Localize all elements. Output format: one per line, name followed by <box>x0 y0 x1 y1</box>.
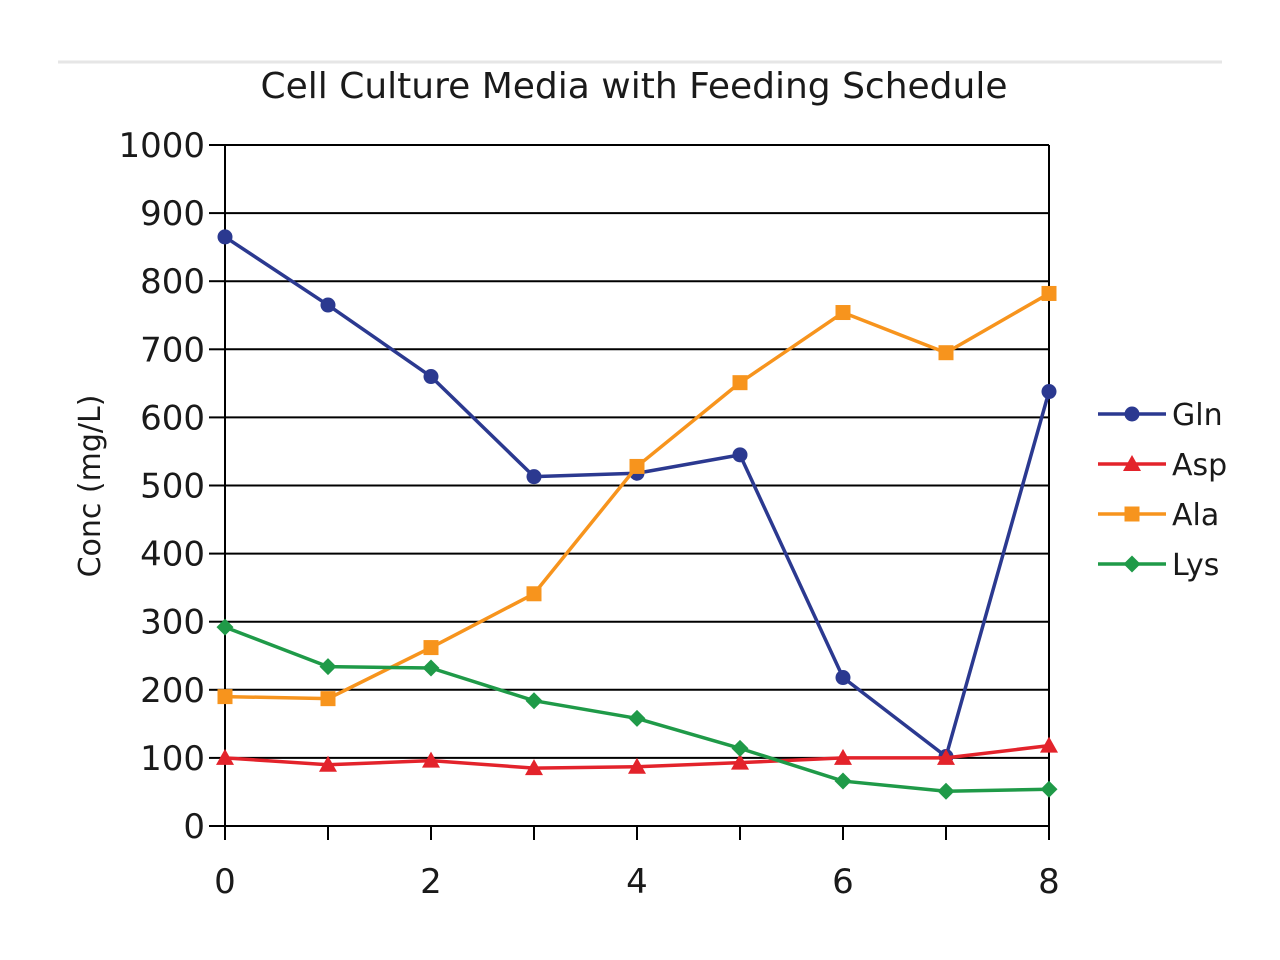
y-tick-label: 500 <box>140 467 205 507</box>
legend-item-lys: Lys <box>1098 548 1219 583</box>
legend-marker <box>1124 406 1140 422</box>
legend-label: Lys <box>1172 548 1219 583</box>
data-point-asp <box>628 757 646 774</box>
y-tick-label: 1000 <box>118 126 205 166</box>
data-point-lys <box>1040 780 1058 798</box>
series-line-gln <box>224 235 1051 759</box>
y-tick-label: 600 <box>140 398 205 438</box>
data-point-asp <box>731 753 749 770</box>
data-point-ala <box>732 375 748 391</box>
series-ala <box>217 285 1057 707</box>
y-tick-label: 200 <box>140 671 205 711</box>
data-point-asp <box>525 759 543 776</box>
x-tick-label: 6 <box>832 862 854 902</box>
data-point-gln <box>217 229 233 245</box>
x-tick-label: 4 <box>626 862 648 902</box>
y-axis-label: Conc (mg/L) <box>73 395 108 578</box>
data-point-asp <box>834 748 852 765</box>
chart-title: Cell Culture Media with Feeding Schedule <box>260 66 1007 107</box>
data-point-lys <box>834 772 852 790</box>
y-tick-labels: 0 100 200 300 400 500 600 700 800 900 1000 <box>118 126 205 847</box>
legend-marker <box>1123 555 1141 573</box>
data-point-lys <box>216 618 234 636</box>
legend-marker <box>1124 506 1140 522</box>
data-point-asp <box>937 748 955 765</box>
data-point-ala <box>835 305 851 321</box>
data-point-ala <box>629 458 645 474</box>
data-point-asp <box>1040 736 1058 753</box>
legend-label: Ala <box>1172 498 1219 533</box>
data-point-lys <box>525 692 543 710</box>
data-point-lys <box>319 658 337 676</box>
data-point-asp <box>216 748 234 765</box>
data-point-ala <box>217 689 233 705</box>
data-point-ala <box>1041 285 1057 301</box>
data-point-lys <box>628 709 646 727</box>
series-gln <box>217 229 1057 765</box>
series-lys <box>216 618 1058 800</box>
data-point-gln <box>423 369 439 385</box>
series-lines <box>216 229 1058 800</box>
data-point-lys <box>422 659 440 677</box>
y-tick-label: 900 <box>140 194 205 234</box>
data-point-gln <box>1041 384 1057 400</box>
series-asp <box>216 736 1058 776</box>
x-tick-labels: 0 2 4 6 8 <box>214 862 1060 902</box>
data-point-lys <box>731 739 749 757</box>
legend-marker <box>1123 455 1141 471</box>
data-point-gln <box>732 447 748 463</box>
data-point-gln <box>835 670 851 686</box>
legend: Gln Asp Ala Lys <box>1098 398 1227 583</box>
data-point-gln <box>526 469 542 485</box>
x-tick-label: 0 <box>214 862 236 902</box>
y-tick-label: 800 <box>140 262 205 302</box>
x-tick-label: 2 <box>420 862 442 902</box>
legend-item-ala: Ala <box>1098 498 1219 533</box>
data-point-asp <box>319 755 337 772</box>
data-point-ala <box>320 691 336 707</box>
data-point-lys <box>937 782 955 800</box>
data-point-ala <box>526 586 542 602</box>
legend-item-asp: Asp <box>1098 448 1227 483</box>
legend-label: Gln <box>1172 398 1223 433</box>
legend-label: Asp <box>1172 448 1227 483</box>
y-tick-label: 300 <box>140 603 205 643</box>
data-point-ala <box>423 640 439 656</box>
y-tick-label: 100 <box>140 739 205 779</box>
y-tick-label: 700 <box>140 330 205 370</box>
x-tick-label: 8 <box>1038 862 1060 902</box>
legend-item-gln: Gln <box>1098 398 1223 433</box>
axes <box>209 144 1050 840</box>
data-point-asp <box>422 751 440 768</box>
data-point-gln <box>320 297 336 313</box>
data-point-ala <box>938 345 954 361</box>
series-line-ala <box>224 291 1050 701</box>
y-tick-label: 0 <box>183 807 205 847</box>
y-tick-label: 400 <box>140 535 205 575</box>
